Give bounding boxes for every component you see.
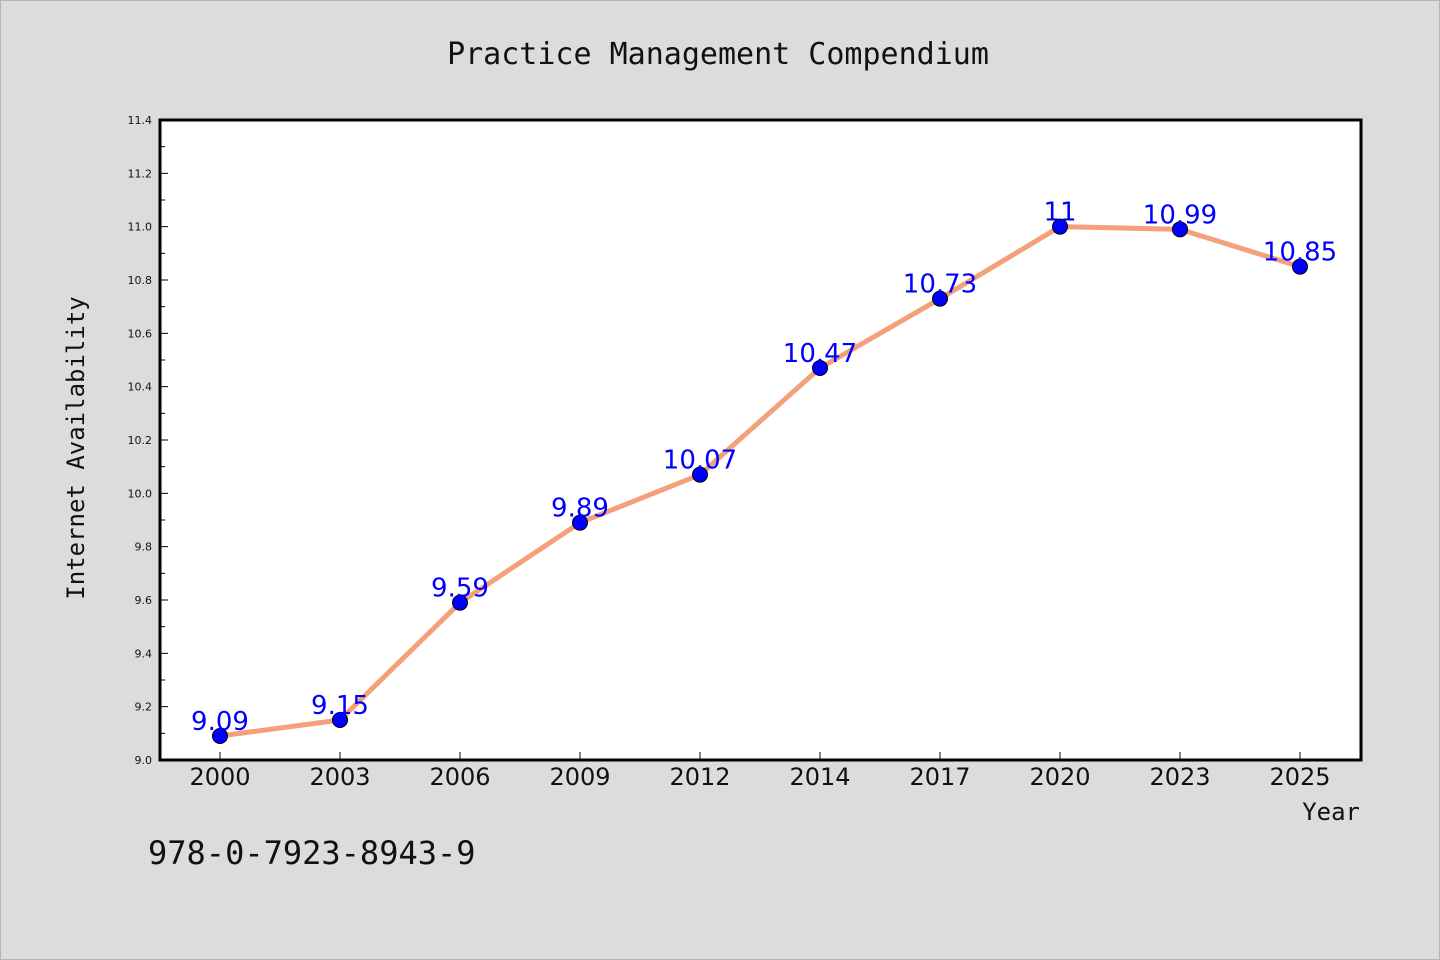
- data-point: [1052, 218, 1068, 235]
- data-label: 9.59: [431, 574, 489, 604]
- y-tick-label: 10.2: [128, 434, 153, 447]
- x-tick-label: 2025: [1269, 763, 1330, 791]
- data-label: 10.73: [903, 270, 977, 300]
- data-point: [212, 728, 228, 744]
- data-label: 9.89: [551, 494, 609, 524]
- marker-group: [212, 218, 1308, 744]
- y-tick-label: 10.6: [128, 327, 153, 340]
- y-tick-label: 9.2: [135, 701, 153, 714]
- data-label: 10.47: [783, 339, 857, 369]
- data-label: 11: [1043, 198, 1076, 228]
- data-label: 10.99: [1143, 200, 1217, 230]
- series-line: [217, 224, 1303, 739]
- x-tick-label: 2003: [309, 763, 370, 791]
- data-label: 9.15: [311, 691, 369, 721]
- y-axis: 9.0 9.2 9.4 9.6 9.8 10.0 10.2 10.4 10.6 10.8 11.0 1…: [128, 114, 168, 767]
- x-axis: 2000 2003 2006 2009 2012 2014 2017 2020 2023 2025: [189, 752, 1331, 791]
- y-tick-label: 9.6: [135, 594, 153, 607]
- data-point: [572, 514, 588, 531]
- data-point: [932, 290, 948, 307]
- chart-title: Practice Management Compendium: [447, 37, 989, 72]
- x-tick-label: 2000: [189, 763, 250, 791]
- series-line-group: [217, 224, 1303, 739]
- data-label: 10.07: [663, 446, 737, 476]
- y-tick-label: 9.4: [135, 647, 153, 660]
- x-tick-label: 2012: [669, 763, 730, 791]
- x-tick-label: 2014: [789, 763, 850, 791]
- y-tick-label: 11.4: [128, 114, 153, 127]
- x-tick-label: 2020: [1029, 763, 1090, 791]
- data-label: 10.85: [1263, 238, 1337, 268]
- y-tick-label: 10.4: [128, 381, 153, 394]
- y-axis-label: Internet Availability: [62, 296, 90, 599]
- x-tick-label: 2023: [1149, 763, 1210, 791]
- data-point: [452, 594, 468, 611]
- y-tick-label: 9.0: [135, 754, 153, 767]
- data-label-group: 9.09 9.15 9.59 9.89 10.07 10.47 10.73 11 10.99 10…: [191, 198, 1337, 737]
- y-tick-label: 11.0: [128, 221, 153, 234]
- data-point: [692, 466, 708, 483]
- data-point: [1292, 258, 1308, 275]
- data-point: [1172, 221, 1188, 238]
- data-point: [812, 360, 828, 376]
- data-point: [332, 712, 348, 728]
- data-label: 9.09: [191, 707, 249, 737]
- x-tick-label: 2017: [909, 763, 970, 791]
- x-axis-label: Year: [1302, 798, 1360, 826]
- y-tick-label: 10.0: [128, 487, 153, 500]
- x-tick-label: 2006: [429, 763, 490, 791]
- y-tick-label: 10.8: [128, 274, 153, 287]
- x-tick-label: 2009: [549, 763, 610, 791]
- y-tick-label: 11.2: [128, 167, 153, 180]
- y-tick-label: 9.8: [135, 541, 153, 554]
- isbn-text: 978-0-7923-8943-9: [148, 834, 476, 872]
